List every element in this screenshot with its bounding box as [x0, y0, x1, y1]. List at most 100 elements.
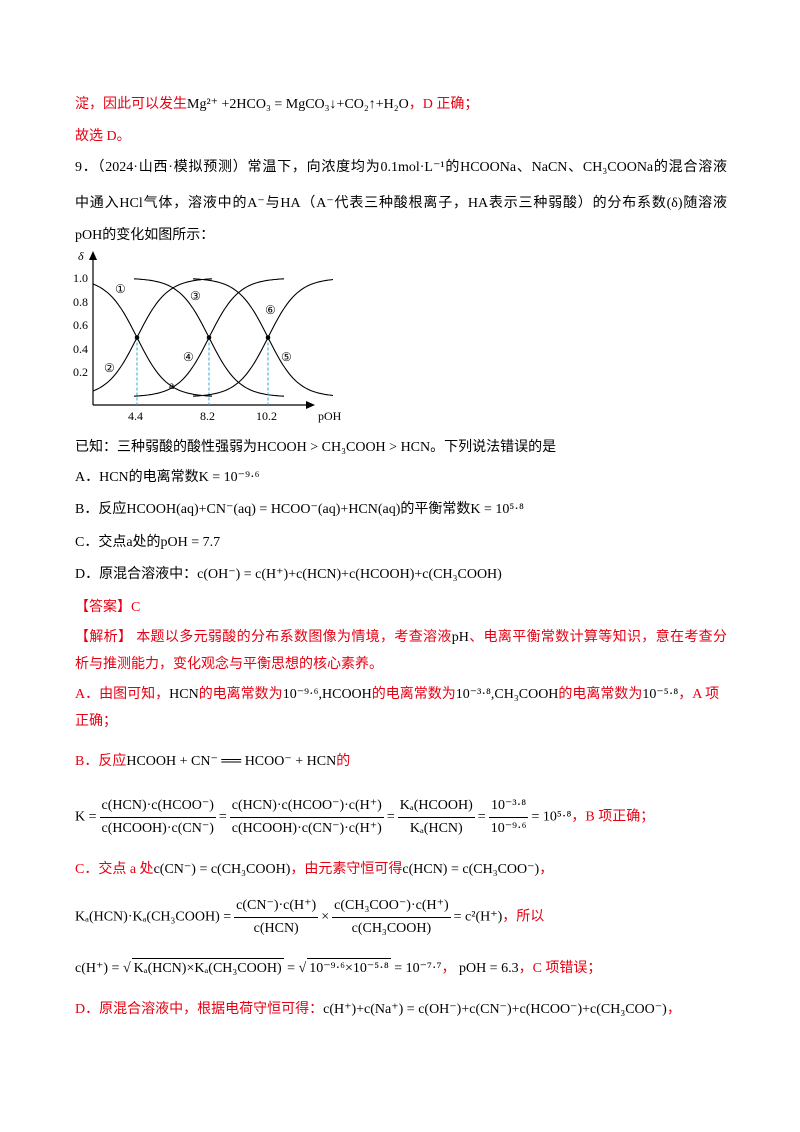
formula: c(H⁺) =: [75, 961, 120, 976]
fraction: c(HCN)·c(HCOO⁻)·c(H⁺) c(HCOOH)·c(CN⁻)·c(H…: [229, 796, 384, 839]
x-tick-label: 4.4: [128, 409, 143, 423]
x-tick-label: 10.2: [256, 409, 277, 423]
option: A．HCN的电离常数K = 10⁻⁹·⁶: [75, 468, 727, 488]
option: D．原混合溶液中：c(OH⁻) = c(H⁺)+c(HCN)+c(HCOOH)+…: [75, 565, 727, 585]
text: 本题以多元弱酸的分布系数图像为情境，考查溶液: [132, 630, 452, 645]
intersection: [206, 335, 212, 340]
text: ，: [441, 961, 456, 976]
denominator: Kₐ(HCN): [409, 821, 463, 836]
text: ，: [539, 862, 554, 877]
text: ，A 项: [678, 687, 720, 702]
text: B．反应: [75, 754, 127, 769]
formula: Mg²⁺ +2HCO₃ = MgCO₃↓+CO₂↑+H₂O: [187, 97, 409, 112]
formula: K =: [75, 809, 97, 825]
intersection: [134, 335, 140, 340]
text: ，C 项错误；: [518, 961, 602, 976]
curve-label: ③: [190, 289, 201, 303]
text: 正确；: [75, 714, 117, 729]
y-tick-label: 0.2: [73, 365, 88, 379]
formula: ×: [321, 909, 330, 925]
fraction: c(CN⁻)·c(H⁺) c(HCN): [234, 896, 319, 939]
formula: 10⁻⁵·⁸: [642, 687, 679, 702]
text: 已知：三种弱酸的酸性强弱为HCOOH > CH₃COOH > HCN。下列说法错…: [75, 440, 557, 455]
text: pOH的变化如图所示：: [75, 228, 215, 243]
text: 淀，因此可以发生: [75, 97, 187, 112]
fraction: c(CH₃COO⁻)·c(H⁺) c(CH₃COOH): [332, 896, 451, 939]
text: 析与推测能力，变化观念与平衡思想的核心素养。: [75, 657, 383, 672]
text: C．交点 a 处: [75, 862, 154, 877]
line: 中通入HCl气体，溶液中的A⁻与HA（A⁻代表三种酸根离子，HA表示三种弱酸）的…: [75, 194, 727, 214]
answer: 【答案】C: [75, 598, 727, 618]
text: C．交点a处的pOH = 7.7: [75, 535, 221, 550]
text: D．原混合溶液中，根据电荷守恒可得：: [75, 1002, 324, 1017]
numerator: c(CN⁻)·c(H⁺): [234, 896, 319, 918]
option: C．交点a处的pOH = 7.7: [75, 533, 727, 553]
numerator: 10⁻³·⁸: [489, 796, 529, 818]
text: A．由图可知，: [75, 687, 170, 702]
formula: = c²(H⁺): [453, 909, 503, 925]
text: 的电离常数为: [371, 687, 456, 702]
radicand: Kₐ(HCN)×Kₐ(CH₃COOH): [131, 958, 284, 979]
formula: Kₐ(HCN)·Kₐ(CH₃COOH) =: [75, 909, 232, 925]
formula: HCN: [169, 687, 199, 702]
equation: K = c(HCN)·c(HCOO⁻) c(HCOOH)·c(CN⁻) = c(HCN)…: [75, 796, 727, 839]
line: 已知：三种弱酸的酸性强弱为HCOOH > CH₃COOH > HCN。下列说法错…: [75, 438, 727, 458]
y-arrow: [89, 251, 97, 260]
numerator: c(HCN)·c(HCOO⁻): [99, 796, 216, 818]
formula: c(HCN) = c(CH₃COO⁻): [402, 862, 540, 877]
y-tick-label: 1.0: [73, 271, 88, 285]
line: 【解析】 本题以多元弱酸的分布系数图像为情境，考查溶液pH、电离平衡常数计算等知…: [75, 628, 727, 648]
formula: =: [287, 961, 296, 976]
formula: =: [218, 809, 227, 825]
line: A．由图可知，HCN的电离常数为10⁻⁹·⁶,HCOOH的电离常数为10⁻³·⁸…: [75, 685, 727, 705]
text: ，: [666, 1002, 681, 1017]
curve-label: ⑤: [281, 350, 292, 364]
text: 中通入HCl气体，溶液中的A⁻与HA（A⁻代表三种酸根离子，HA表示三种弱酸）的…: [75, 196, 727, 211]
x-arrow: [306, 401, 315, 409]
text: 故选 D。: [75, 129, 131, 144]
curve-label: ④: [183, 350, 194, 364]
text: A．HCN的电离常数K = 10⁻⁹·⁶: [75, 470, 260, 485]
text: ，由元素守恒可得: [290, 862, 403, 877]
point-label: a: [169, 378, 175, 392]
formula: 10⁻³·⁸,CH₃COOH: [455, 687, 559, 702]
fraction: Kₐ(HCOOH) Kₐ(HCN): [397, 796, 475, 839]
formula: = 10⁵·⁸: [531, 809, 572, 825]
denominator: c(HCOOH)·c(CN⁻): [101, 821, 214, 836]
intersection: [265, 335, 271, 340]
text: ，所以: [502, 909, 545, 925]
x-tick-label: 8.2: [200, 409, 215, 423]
x-label: pOH: [318, 409, 342, 423]
formula: = 10⁻⁷·⁷: [394, 961, 442, 976]
numerator: Kₐ(HCOOH): [397, 796, 475, 818]
text: ，D 正确；: [408, 97, 479, 112]
y-tick-label: 0.6: [73, 318, 88, 332]
equation: c(H⁺) = √ Kₐ(HCN)×Kₐ(CH₃COOH) = √ 10⁻⁹·⁶×1…: [75, 958, 727, 979]
line: C．交点 a 处c(CN⁻) = c(CH₃COOH)，由元素守恒可得c(HCN…: [75, 860, 727, 880]
curve-label: ②: [104, 361, 115, 375]
line: B．反应HCOOH + CN⁻ ══ HCOO⁻ + HCN的: [75, 752, 727, 772]
formula: HCOOH + CN⁻ ══ HCOO⁻ + HCN: [126, 754, 337, 769]
formula: 10⁻⁹·⁶,HCOOH: [282, 687, 372, 702]
text: 、电离平衡常数计算等知识，意在考查分: [468, 630, 728, 645]
line: 9．（2024·山西·模拟预测）常温下，向浓度均为0.1mol·L⁻¹的HCOO…: [75, 158, 727, 178]
text: 的电离常数为: [198, 687, 283, 702]
curve-label: ①: [115, 282, 126, 296]
formula: =: [477, 809, 486, 825]
option: B．反应HCOOH(aq)+CN⁻(aq) = HCOO⁻(aq)+HCN(aq…: [75, 500, 727, 520]
text: 的: [336, 754, 351, 769]
figure: δ pOH 1.0 0.8 0.6 0.4 0.2 4.4 8.2 10.2 ①…: [73, 249, 342, 423]
text: 【答案】C: [75, 600, 141, 615]
numerator: c(CH₃COO⁻)·c(H⁺): [332, 896, 451, 918]
text: 【解析】: [75, 630, 133, 645]
formula: pH: [451, 630, 469, 645]
formula: c(CN⁻) = c(CH₃COOH): [153, 862, 291, 877]
text: B．反应HCOOH(aq)+CN⁻(aq) = HCOO⁻(aq)+HCN(aq…: [75, 502, 524, 517]
denominator: c(HCN): [253, 921, 299, 936]
curve-label: ⑥: [265, 303, 276, 317]
line: 故选 D。: [75, 127, 727, 147]
line: 析与推测能力，变化观念与平衡思想的核心素养。: [75, 655, 727, 675]
radicand: 10⁻⁹·⁶×10⁻⁵·⁸: [307, 958, 391, 979]
text: 9．（2024·山西·模拟预测）常温下，向浓度均为0.1mol·L⁻¹的HCOO…: [75, 160, 727, 175]
denominator: c(CH₃COOH): [351, 921, 432, 936]
